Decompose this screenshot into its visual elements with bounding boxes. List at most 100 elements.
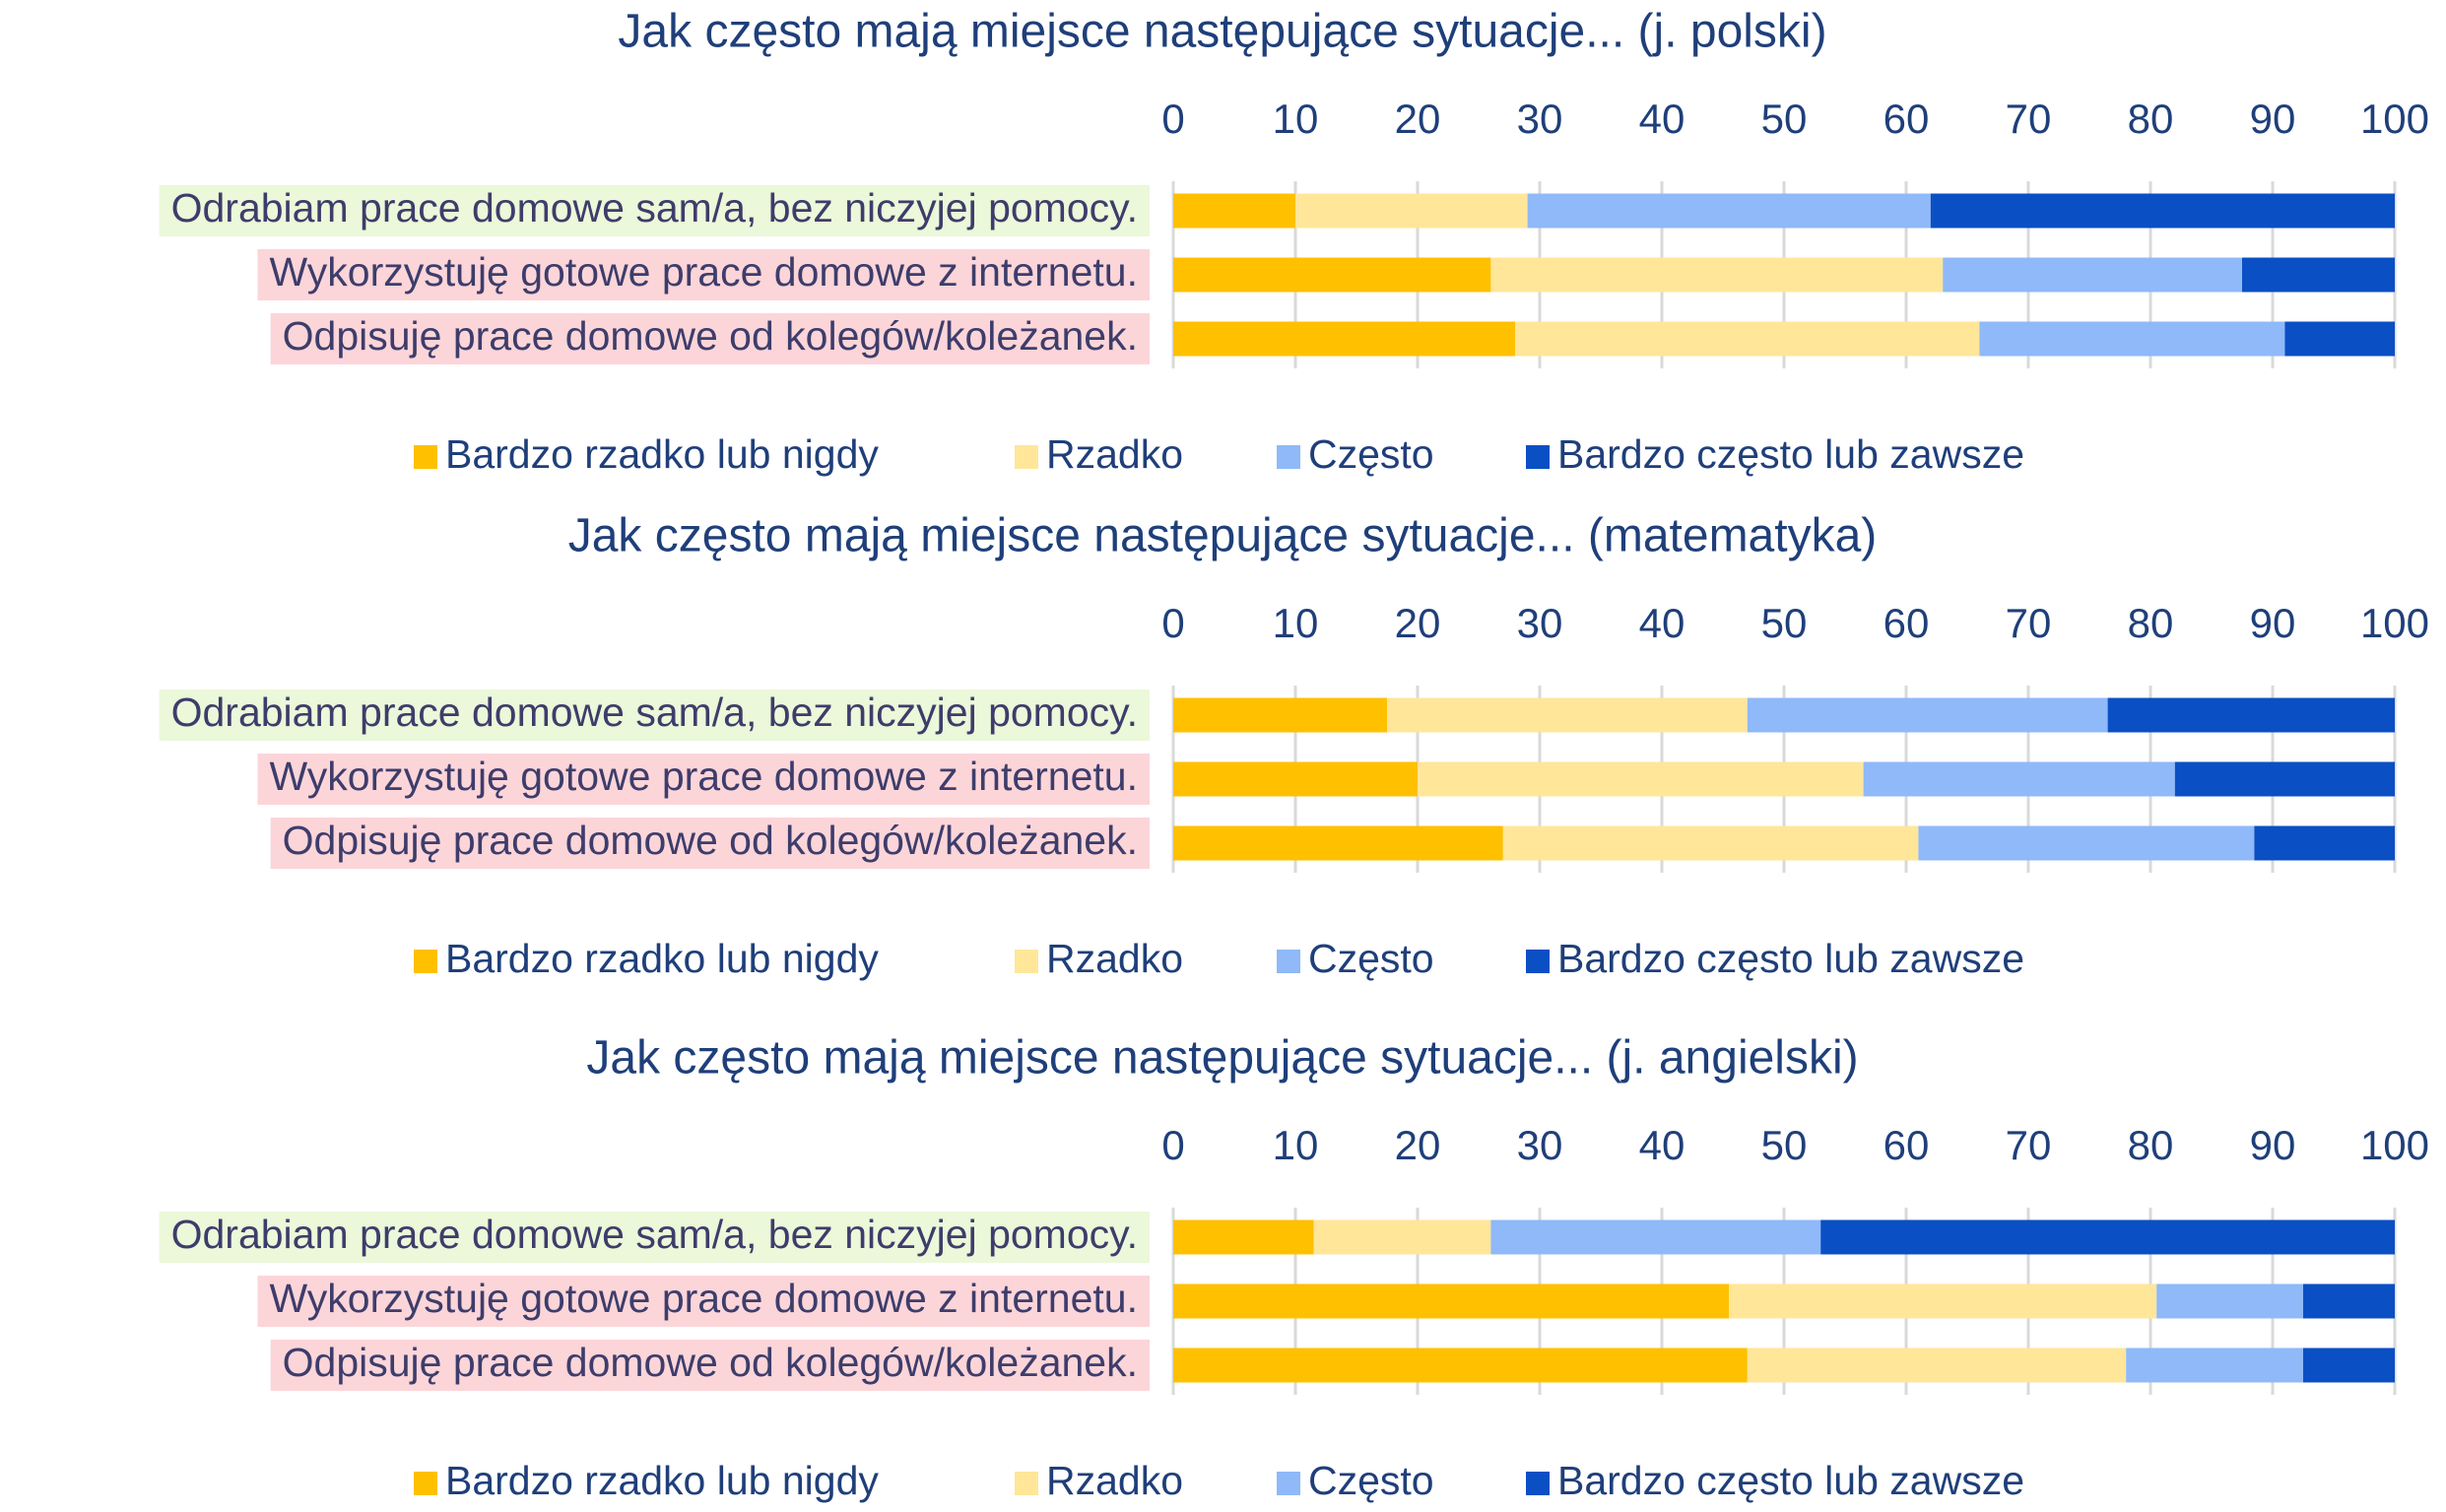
- legend-label: Rzadko: [1046, 431, 1183, 477]
- category-label-background: [159, 690, 1150, 741]
- category-label-background: [159, 1212, 1150, 1263]
- x-tick-label: 40: [1639, 96, 1686, 142]
- x-tick-label: 100: [2360, 96, 2429, 142]
- bar-segment: [1490, 257, 1944, 293]
- category-label-background: [257, 754, 1150, 805]
- bar-segment: [1747, 1348, 2127, 1383]
- bar-segment: [2284, 321, 2395, 357]
- x-tick-label: 100: [2360, 1122, 2429, 1168]
- x-tick-label: 30: [1517, 1122, 1563, 1168]
- bar-segment: [1863, 761, 2175, 797]
- bar-segment: [1502, 825, 1919, 861]
- legend-label: Bardzo często lub zawsze: [1557, 431, 2024, 477]
- legend-label: Często: [1308, 431, 1434, 477]
- legend-label: Rzadko: [1046, 1458, 1183, 1503]
- legend-swatch: [414, 445, 437, 469]
- bar-segment: [1820, 1219, 2395, 1255]
- chart-title: Jak często mają miejsce następujące sytu…: [568, 510, 1878, 562]
- x-tick-label: 50: [1761, 600, 1808, 646]
- chart-title: Jak często mają miejsce następujące sytu…: [586, 1032, 1858, 1085]
- category-label-background: [257, 1276, 1150, 1327]
- bar-segment: [2242, 257, 2395, 293]
- x-tick-label: 40: [1639, 1122, 1686, 1168]
- legend-label: Bardzo często lub zawsze: [1557, 936, 2024, 981]
- x-tick-label: 60: [1884, 600, 1930, 646]
- legend-label: Bardzo rzadko lub nigdy: [445, 936, 879, 981]
- bar-segment: [1979, 321, 2285, 357]
- x-tick-label: 30: [1517, 600, 1563, 646]
- bar-segment: [1313, 1219, 1491, 1255]
- x-tick-label: 20: [1395, 1122, 1441, 1168]
- x-tick-label: 10: [1273, 600, 1319, 646]
- category-label: Wykorzystuję gotowe prace domowe z inter…: [269, 754, 1138, 799]
- bar-segment: [1173, 321, 1516, 357]
- category-label-background: [270, 313, 1150, 364]
- category-label-background: [257, 249, 1150, 300]
- bar-segment: [1173, 761, 1418, 797]
- x-tick-label: 10: [1273, 1122, 1319, 1168]
- x-tick-label: 20: [1395, 600, 1441, 646]
- bar-segment: [2126, 1348, 2303, 1383]
- legend-swatch: [1277, 950, 1300, 973]
- bar-segment: [1943, 257, 2242, 293]
- bar-segment: [1918, 825, 2255, 861]
- bar-segment: [1418, 761, 1864, 797]
- bar-segment: [1930, 193, 2395, 229]
- bar-segment: [1173, 697, 1387, 733]
- category-label: Odrabiam prace domowe sam/a, bez niczyje…: [171, 1212, 1138, 1257]
- category-label: Odpisuję prace domowe od kolegów/koleżan…: [283, 313, 1138, 359]
- legend-label: Bardzo rzadko lub nigdy: [445, 1458, 879, 1503]
- bar-segment: [1173, 257, 1491, 293]
- category-label: Wykorzystuję gotowe prace domowe z inter…: [269, 249, 1138, 295]
- category-label-background: [270, 1340, 1150, 1391]
- bar-segment: [2156, 1283, 2303, 1319]
- legend-swatch: [1015, 1472, 1038, 1495]
- legend-swatch: [1526, 1472, 1550, 1495]
- x-tick-label: 80: [2128, 1122, 2174, 1168]
- category-label: Odrabiam prace domowe sam/a, bez niczyje…: [171, 185, 1138, 230]
- legend-swatch: [1015, 445, 1038, 469]
- bar-segment: [1173, 1219, 1314, 1255]
- x-tick-label: 20: [1395, 96, 1441, 142]
- legend-swatch: [1277, 1472, 1300, 1495]
- legend-label: Rzadko: [1046, 936, 1183, 981]
- x-tick-label: 10: [1273, 96, 1319, 142]
- bar-segment: [1747, 697, 2108, 733]
- chart-title: Jak często mają miejsce następujące sytu…: [618, 6, 1826, 58]
- legend-label: Często: [1308, 936, 1434, 981]
- x-tick-label: 50: [1761, 96, 1808, 142]
- x-tick-label: 0: [1161, 600, 1184, 646]
- x-tick-label: 80: [2128, 600, 2174, 646]
- legend-label: Bardzo często lub zawsze: [1557, 1458, 2024, 1503]
- bar-segment: [1729, 1283, 2157, 1319]
- bar-segment: [1295, 193, 1528, 229]
- x-tick-label: 90: [2250, 1122, 2296, 1168]
- legend-label: Bardzo rzadko lub nigdy: [445, 431, 879, 477]
- bar-segment: [1173, 193, 1295, 229]
- category-label: Wykorzystuję gotowe prace domowe z inter…: [269, 1276, 1138, 1321]
- x-tick-label: 50: [1761, 1122, 1808, 1168]
- bar-segment: [1173, 1348, 1748, 1383]
- x-tick-label: 70: [2006, 1122, 2052, 1168]
- x-tick-label: 80: [2128, 96, 2174, 142]
- bar-segment: [1527, 193, 1931, 229]
- bar-segment: [2303, 1283, 2395, 1319]
- legend-swatch: [1015, 950, 1038, 973]
- legend-swatch: [1526, 445, 1550, 469]
- x-tick-label: 40: [1639, 600, 1686, 646]
- bar-segment: [1173, 1283, 1730, 1319]
- bar-segment: [1515, 321, 1980, 357]
- bar-segment: [1173, 825, 1503, 861]
- category-label: Odpisuję prace domowe od kolegów/koleżan…: [283, 818, 1138, 863]
- legend-label: Często: [1308, 1458, 1434, 1503]
- x-tick-label: 60: [1884, 1122, 1930, 1168]
- bar-segment: [2174, 761, 2395, 797]
- x-tick-label: 100: [2360, 600, 2429, 646]
- bar-segment: [2254, 825, 2395, 861]
- x-tick-label: 90: [2250, 96, 2296, 142]
- x-tick-label: 30: [1517, 96, 1563, 142]
- x-tick-label: 70: [2006, 96, 2052, 142]
- bar-segment: [1387, 697, 1748, 733]
- x-tick-label: 0: [1161, 1122, 1184, 1168]
